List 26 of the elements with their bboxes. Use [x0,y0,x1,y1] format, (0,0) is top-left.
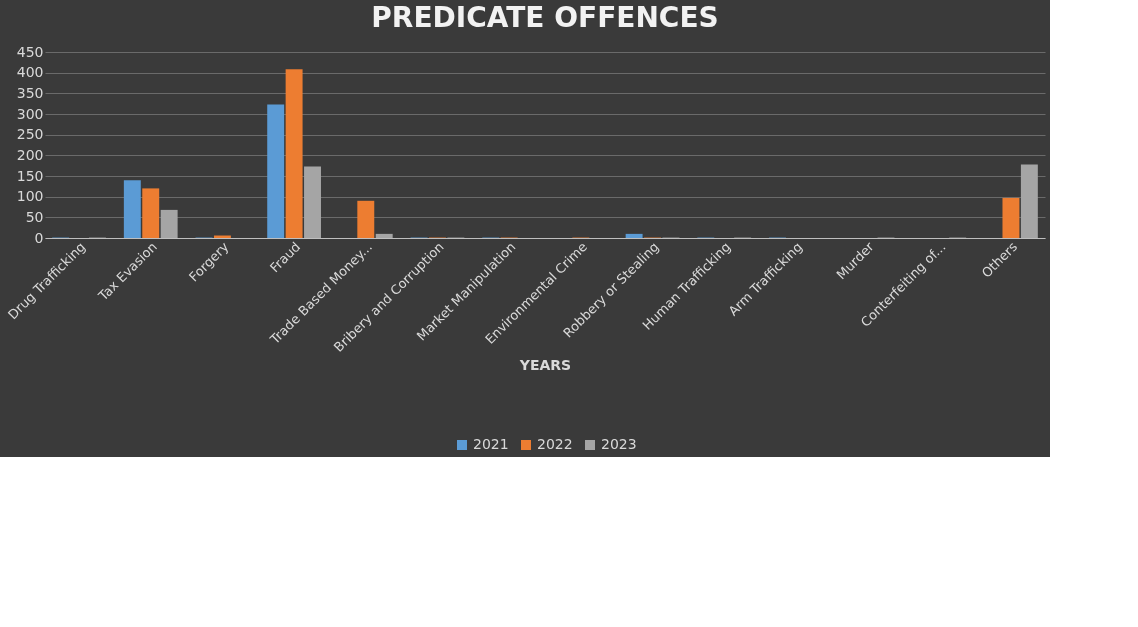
bar [375,233,393,238]
y-tick-label: 350 [16,84,44,101]
bar [1002,197,1020,238]
y-tick-label: 300 [16,105,44,122]
chart-title: PREDICATE OFFENCES [371,1,719,34]
y-tick-label: 100 [16,188,44,205]
bar [123,180,141,238]
bar [285,69,303,238]
bar [625,233,643,238]
bar [304,166,321,238]
y-tick-label: 450 [16,43,44,60]
y-tick-label: 400 [16,64,44,81]
bar [142,188,160,238]
bar [267,104,285,238]
bar [357,200,375,238]
legend-label: 2021 [473,436,509,452]
y-tick-label: 50 [25,208,44,225]
bar [160,209,178,238]
y-tick-label: 200 [16,146,44,163]
y-tick-label: 0 [34,229,44,246]
legend-label: 2022 [537,436,573,452]
x-axis-title: YEARS [518,356,572,373]
y-tick-label: 150 [16,167,44,184]
bar [1020,164,1038,238]
legend-label: 2023 [601,436,637,452]
y-tick-label: 250 [16,126,44,143]
